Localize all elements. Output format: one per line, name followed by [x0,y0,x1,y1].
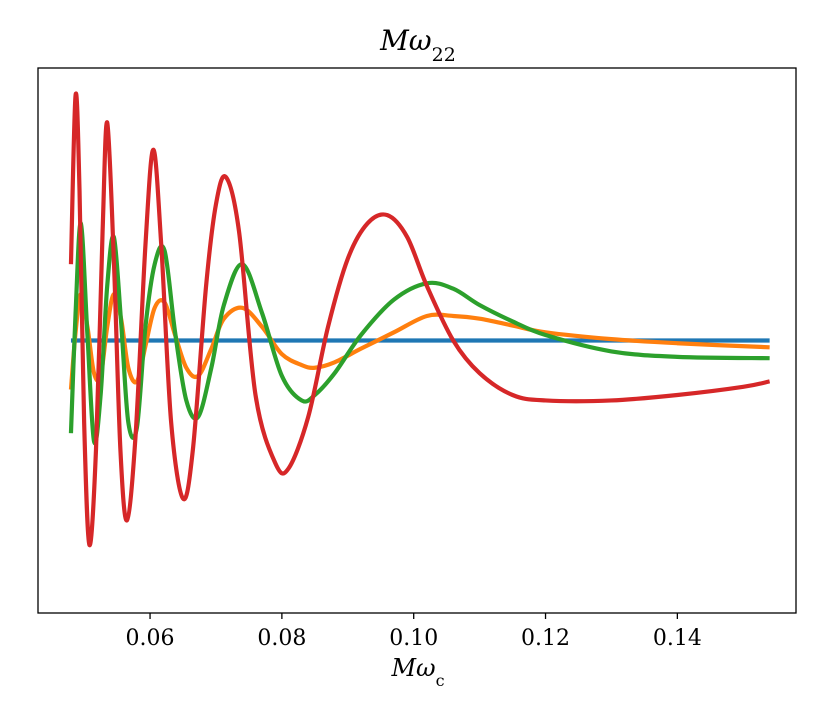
chart-title-main: Mω [379,24,432,57]
chart-title: Mω22 [379,24,456,66]
x-tick-label-2: 0.08 [257,626,306,651]
x-axis-ticks: 0.06 0.08 0.10 0.12 0.14 [126,613,702,651]
x-axis-label-main: Mω [390,654,435,682]
series-line-3 [68,221,770,446]
series-group [68,91,771,547]
x-tick-label-1: 0.06 [126,626,175,651]
x-tick-label-5: 0.14 [653,626,702,651]
plot-frame [37,67,797,614]
x-tick-label-3: 0.10 [389,626,438,651]
x-axis-label: Mωc [390,654,444,690]
x-tick-label-4: 0.12 [521,626,570,651]
chart-title-subscript: 22 [432,44,456,66]
series-line-4 [68,91,771,547]
x-axis-label-subscript: c [436,671,445,690]
